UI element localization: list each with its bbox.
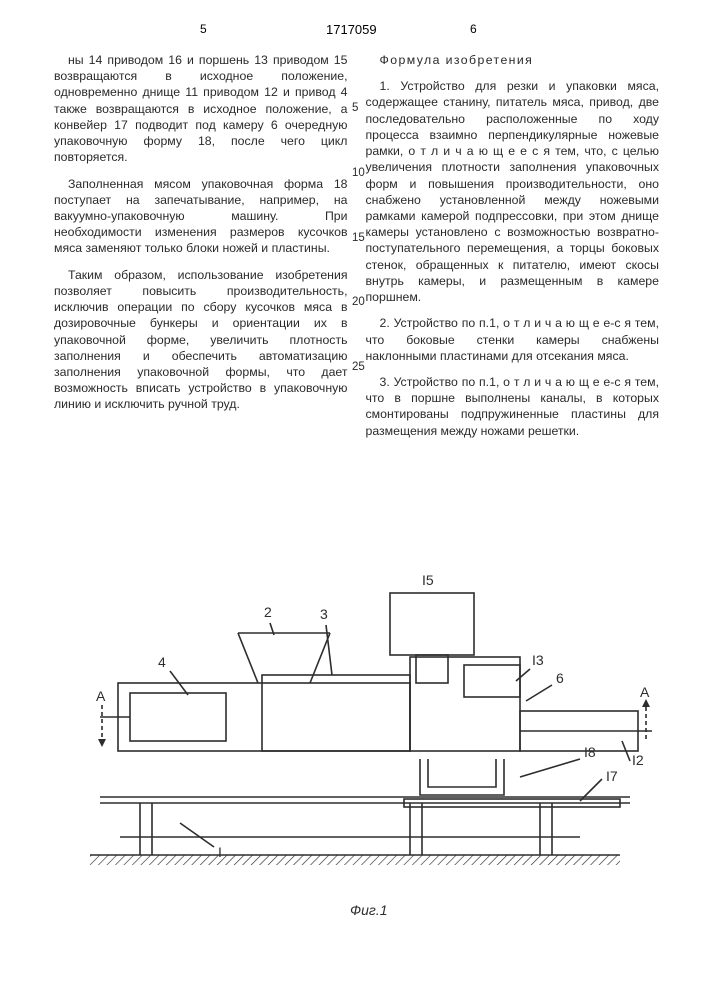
svg-text:A: A [640,684,650,700]
left-p3: Таким образом, использование изобретения… [54,267,348,413]
margin-5: 5 [352,102,358,114]
right-column: Формула изобретения 1. Устройство для ре… [366,52,660,449]
svg-text:Фиг.1: Фиг.1 [350,902,388,918]
svg-text:6: 6 [556,670,564,686]
page-num-right: 6 [470,22,477,36]
left-column: ны 14 приводом 16 и поршень 13 приводом … [54,52,348,449]
right-p3: 3. Устройство по п.1, о т л и ч а ю щ е … [366,374,660,439]
page-num-left: 5 [200,22,207,36]
figure-svg: A A 4 2 3 I5 I3 6 I8 I7 I2 I Фиг.1 [60,555,660,935]
right-p2: 2. Устройство по п.1, о т л и ч а ю щ е … [366,315,660,364]
left-p1: ны 14 приводом 16 и поршень 13 приводом … [54,52,348,166]
margin-15: 15 [352,232,365,244]
svg-text:I2: I2 [632,752,644,768]
svg-text:4: 4 [158,654,166,670]
svg-text:I8: I8 [584,744,596,760]
svg-text:I3: I3 [532,652,544,668]
svg-text:2: 2 [264,604,272,620]
svg-text:I: I [218,844,222,860]
svg-text:3: 3 [320,606,328,622]
left-p2: Заполненная мясом упаковочная форма 18 п… [54,176,348,257]
margin-10: 10 [352,167,365,179]
right-p1: 1. Устройство для резки и упаковки мяса,… [366,78,660,305]
margin-25: 25 [352,361,365,373]
claims-heading: Формула изобретения [380,53,534,67]
svg-text:I5: I5 [422,572,434,588]
svg-text:I7: I7 [606,768,618,784]
svg-text:A: A [96,688,106,704]
figure-1: A A 4 2 3 I5 I3 6 I8 I7 I2 I Фиг.1 [60,555,660,955]
patent-number: 1717059 [326,22,377,37]
margin-20: 20 [352,296,365,308]
